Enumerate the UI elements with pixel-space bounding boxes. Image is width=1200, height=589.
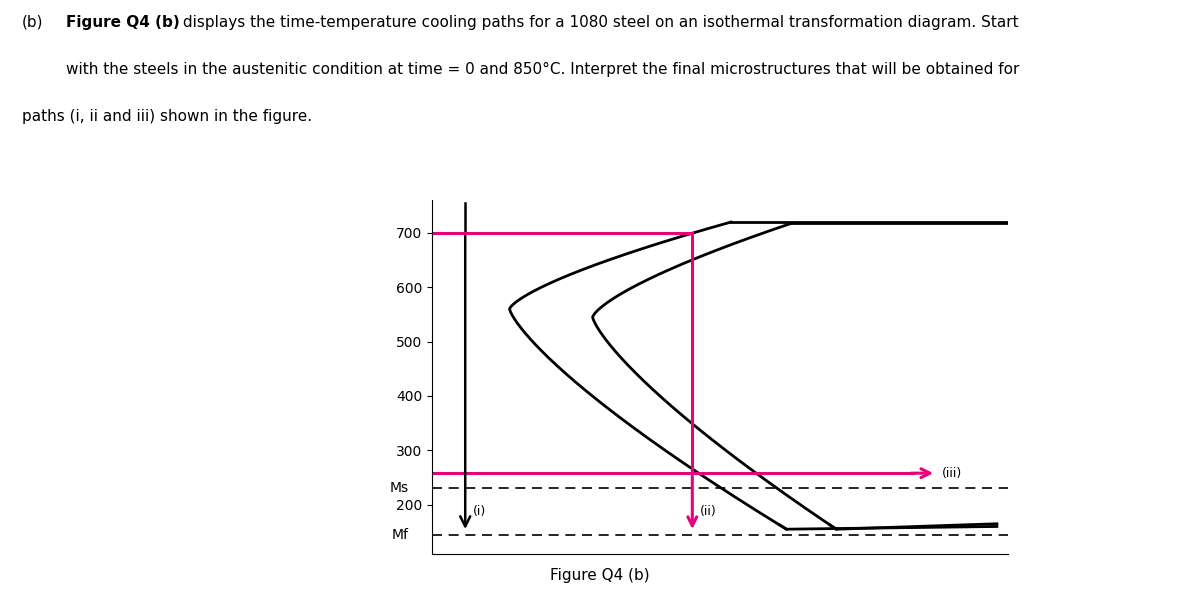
Text: Mf: Mf: [392, 528, 409, 542]
Text: (iii): (iii): [942, 466, 961, 479]
Text: Figure Q4 (b): Figure Q4 (b): [550, 568, 650, 583]
Text: (i): (i): [473, 505, 486, 518]
Text: paths (i, ii and iii) shown in the figure.: paths (i, ii and iii) shown in the figur…: [22, 109, 312, 124]
Text: Figure Q4 (b): Figure Q4 (b): [66, 15, 180, 29]
Text: displays the time-temperature cooling paths for a 1080 steel on an isothermal tr: displays the time-temperature cooling pa…: [178, 15, 1019, 29]
Text: with the steels in the austenitic condition at time = 0 and 850°C. Interpret the: with the steels in the austenitic condit…: [66, 62, 1019, 77]
Text: (ii): (ii): [700, 505, 716, 518]
Text: (b): (b): [22, 15, 43, 29]
Text: Ms: Ms: [390, 481, 409, 495]
